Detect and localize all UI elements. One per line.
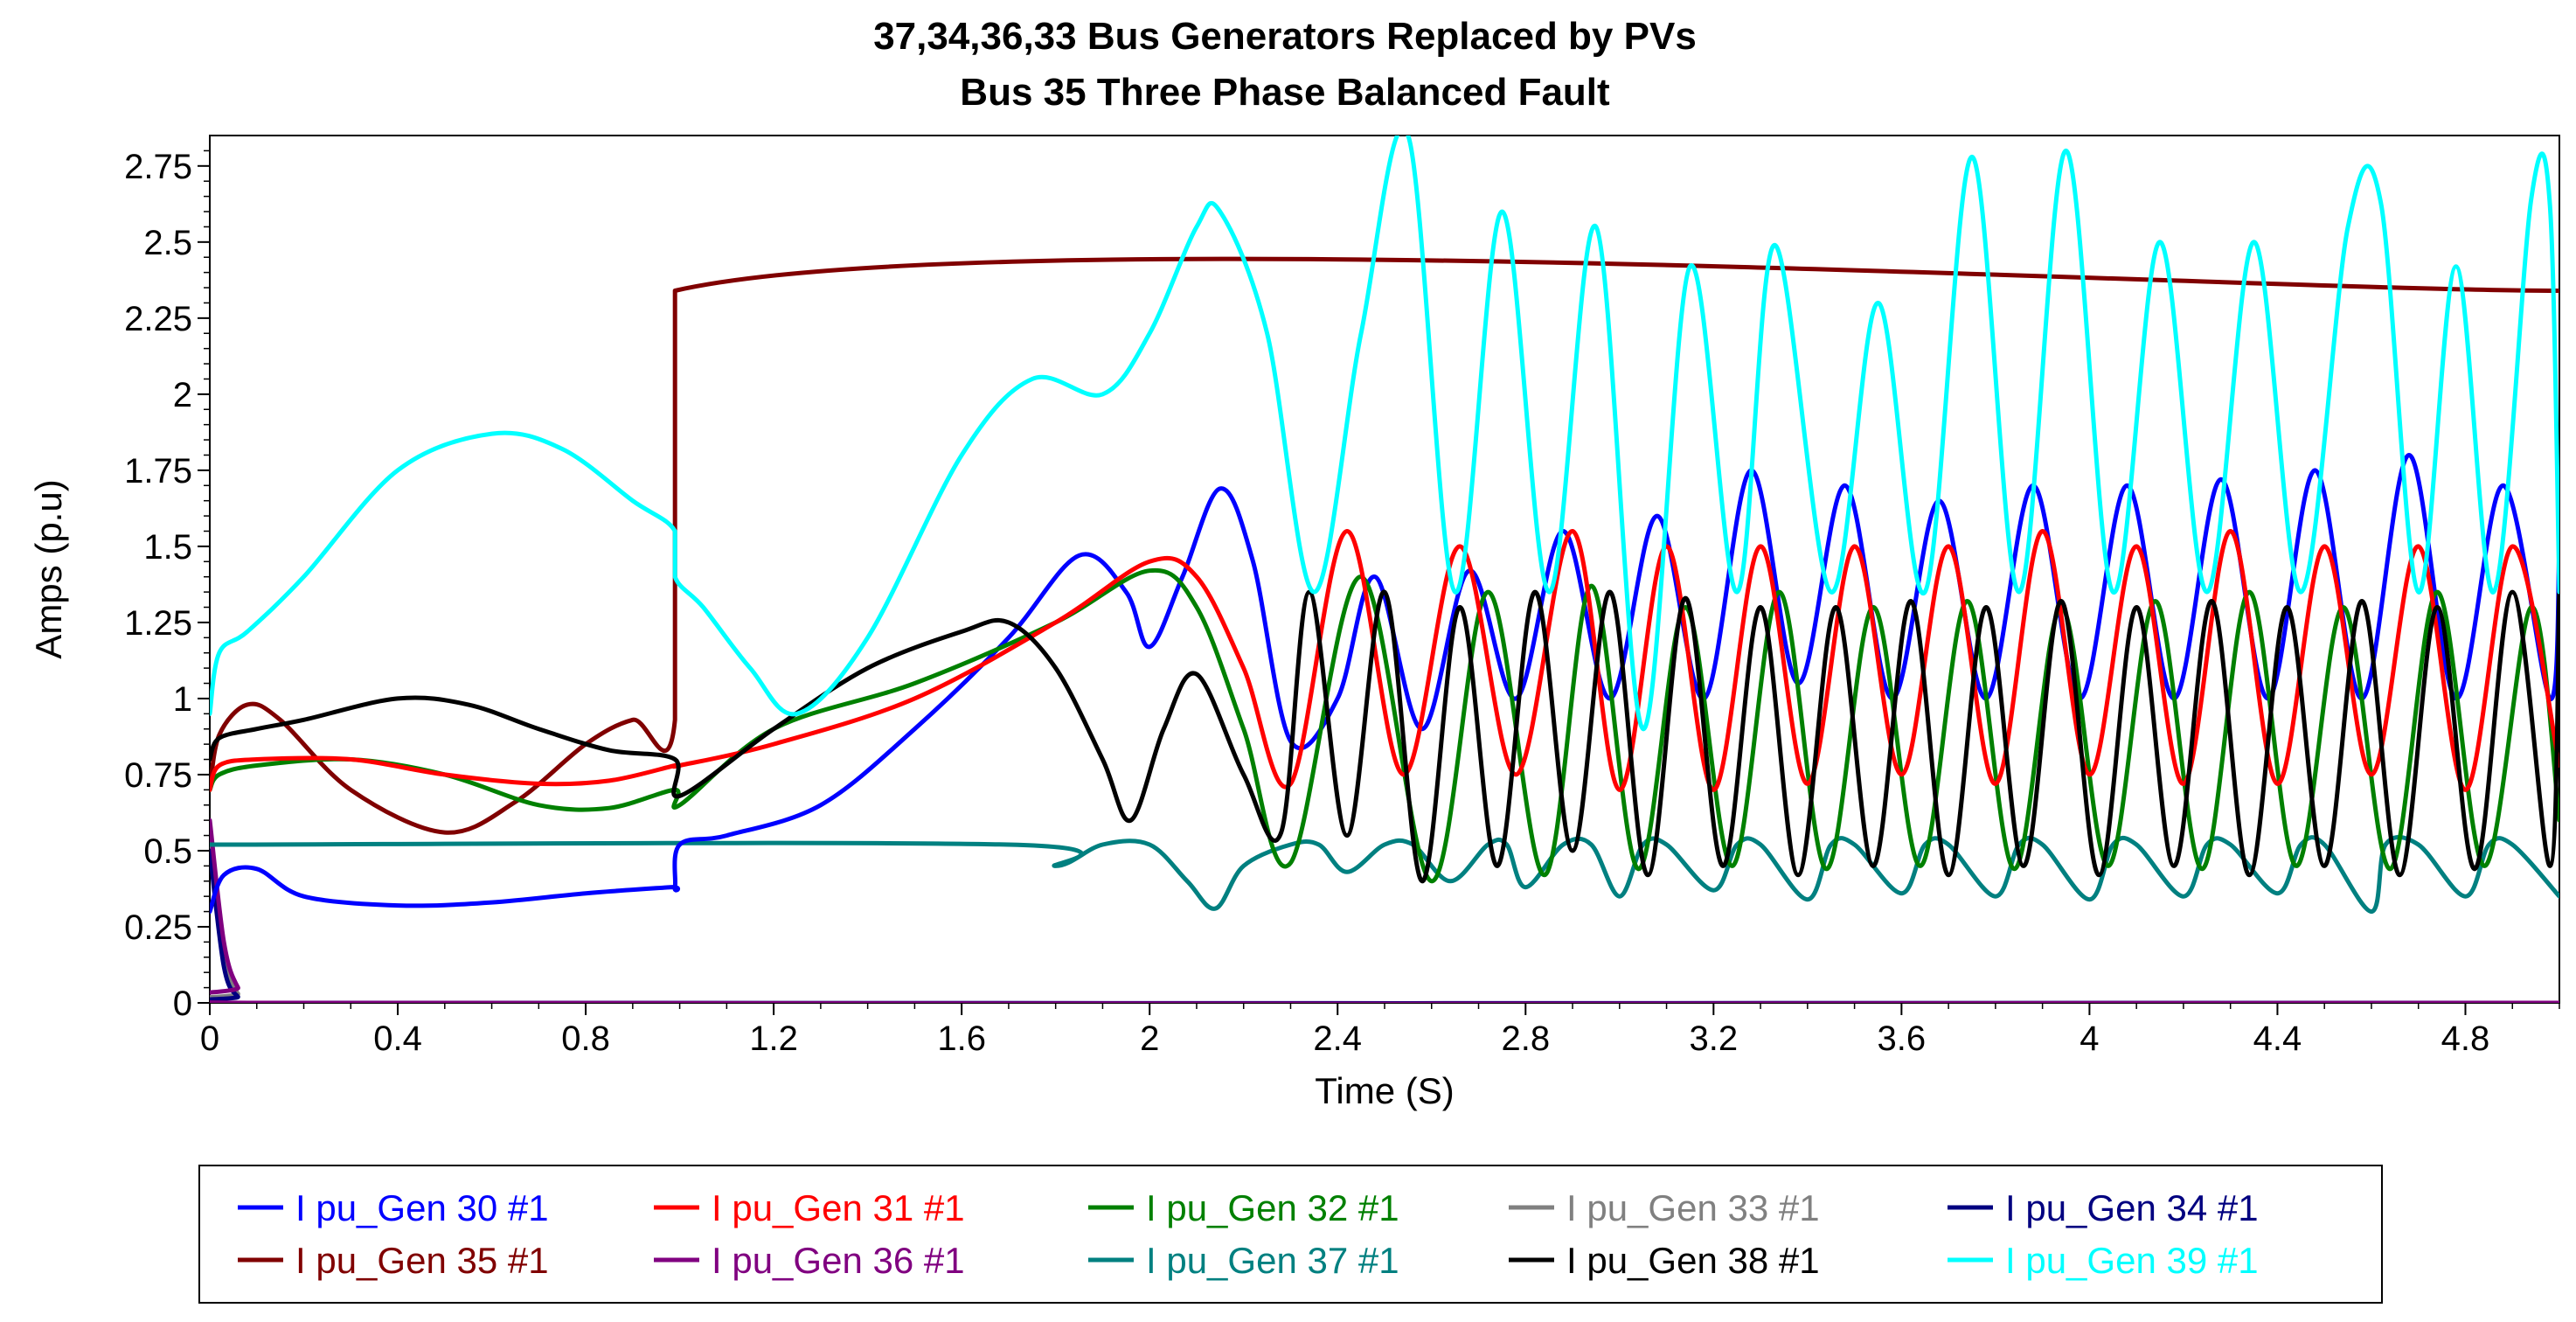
- x-tick-label: 4.4: [2253, 1019, 2302, 1058]
- y-tick-label: 1.5: [143, 528, 192, 567]
- legend-label: I pu_Gen 33 #1: [1566, 1187, 1820, 1228]
- x-tick-label: 3.2: [1690, 1019, 1739, 1058]
- x-tick-label: 0.8: [561, 1019, 610, 1058]
- y-tick-label: 1.75: [124, 452, 192, 491]
- y-tick-label: 2.5: [143, 224, 192, 262]
- y-tick-label: 0.5: [143, 832, 192, 871]
- series-line-gen-35: [210, 256, 2559, 835]
- x-tick-label: 2.4: [1313, 1019, 1362, 1058]
- legend-label: I pu_Gen 39 #1: [2005, 1240, 2259, 1281]
- y-axis-label: Amps (p.u): [28, 479, 69, 658]
- legend-label: I pu_Gen 30 #1: [295, 1187, 549, 1228]
- y-tick-label: 0.25: [124, 908, 192, 947]
- legend: I pu_Gen 30 #1 I pu_Gen 31 #1 I pu_Gen 32 …: [238, 1187, 2259, 1281]
- legend-box: [198, 1165, 2383, 1304]
- x-tick-label: 0: [200, 1019, 219, 1058]
- x-tick-label: 4: [2080, 1019, 2099, 1058]
- series-line-gen-36: [210, 818, 2559, 1003]
- series-line-gen-39: [210, 136, 2559, 732]
- x-axis: 0 0.4 0.8 1.2 1.6 2 2.4 2.8 3.2 3.6 4 4.4 4.8: [200, 1003, 2560, 1058]
- series-line-gen-31: [210, 528, 2559, 792]
- y-tick-label: 0: [173, 985, 192, 1023]
- y-tick-label: 1.25: [124, 604, 192, 643]
- chart-subtitle: Bus 35 Three Phase Balanced Fault: [960, 71, 1610, 114]
- x-tick-label: 0.4: [373, 1019, 422, 1058]
- x-tick-label: 1.2: [749, 1019, 798, 1058]
- legend-label: I pu_Gen 37 #1: [1146, 1240, 1399, 1281]
- series-line-gen-32: [210, 567, 2559, 884]
- x-axis-label: Time (S): [1315, 1070, 1454, 1111]
- y-tick-label: 0.75: [124, 756, 192, 795]
- series-line-gen-38: [210, 583, 2559, 884]
- x-tick-label: 2.8: [1501, 1019, 1550, 1058]
- legend-label: I pu_Gen 36 #1: [712, 1240, 965, 1281]
- legend-label: I pu_Gen 38 #1: [1566, 1240, 1820, 1281]
- series-layer: [210, 136, 2559, 1003]
- y-axis: 0 0.25 0.5 0.75 1 1.25 1.5 1.75 2 2.25 2.5 2.75: [124, 148, 210, 1023]
- x-tick-label: 1.6: [937, 1019, 986, 1058]
- plot-area: [209, 135, 2560, 1004]
- legend-label: I pu_Gen 32 #1: [1146, 1187, 1399, 1228]
- legend-label: I pu_Gen 34 #1: [2005, 1187, 2259, 1228]
- x-tick-label: 3.6: [1878, 1019, 1927, 1058]
- legend-label: I pu_Gen 35 #1: [295, 1240, 549, 1281]
- y-tick-label: 2.75: [124, 148, 192, 186]
- x-tick-label: 4.8: [2441, 1019, 2490, 1058]
- y-tick-label: 1: [173, 680, 192, 719]
- x-tick-label: 2: [1140, 1019, 1159, 1058]
- series-line-gen-30: [210, 453, 2559, 915]
- y-tick-label: 2: [173, 376, 192, 414]
- legend-label: I pu_Gen 31 #1: [712, 1187, 965, 1228]
- chart-title: 37,34,36,33 Bus Generators Replaced by P…: [873, 15, 1697, 58]
- y-tick-label: 2.25: [124, 300, 192, 338]
